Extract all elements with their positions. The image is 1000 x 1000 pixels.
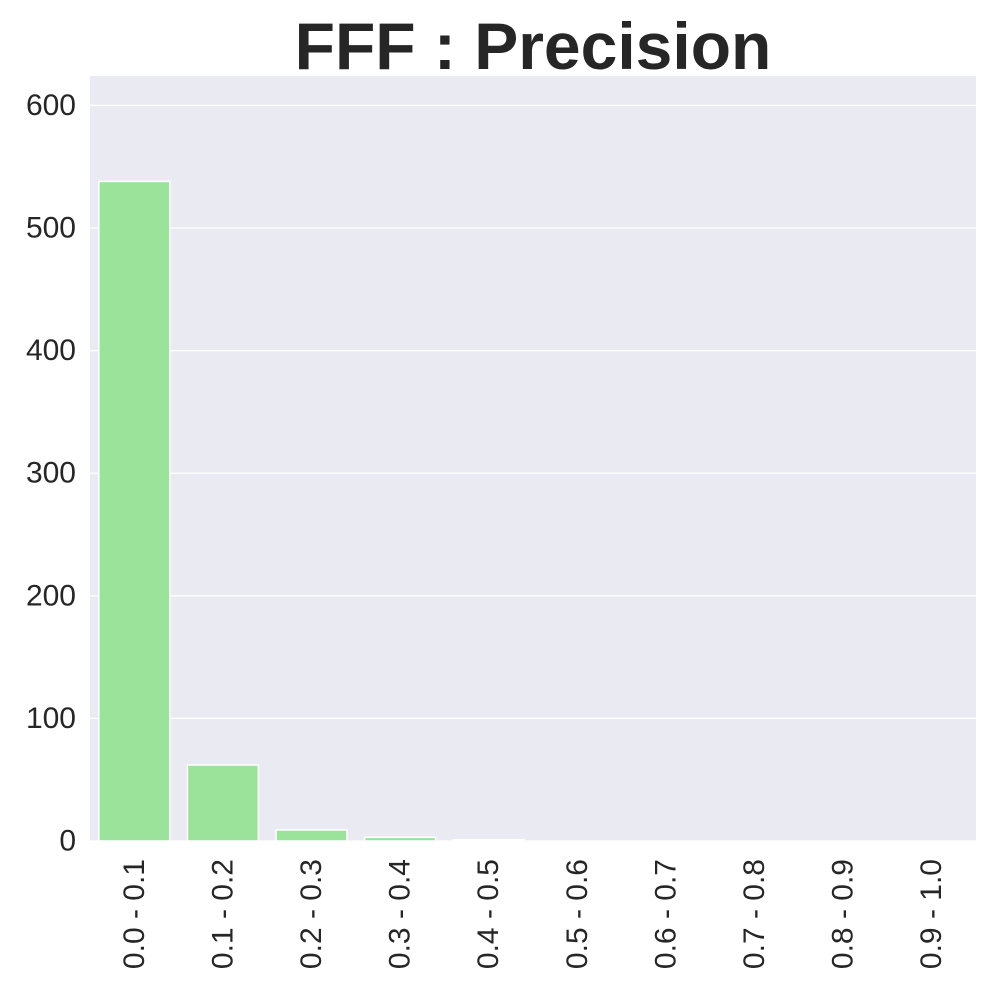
y-tick-label: 400 [26, 334, 76, 367]
x-tick-label: 0.5 - 0.6 [561, 859, 594, 969]
bars [98, 180, 525, 842]
x-tick-label: 0.6 - 0.7 [649, 859, 682, 969]
y-tick-labels: 0 100 200 300 400 500 600 [26, 89, 76, 858]
x-tick-label: 0.7 - 0.8 [738, 859, 771, 969]
x-tick-labels: 0.0 - 0.1 0.1 - 0.2 0.2 - 0.3 0.3 - 0.4 0.4 … [118, 859, 948, 969]
bar [363, 836, 437, 842]
y-tick-label: 100 [26, 702, 76, 735]
x-tick-label: 0.3 - 0.4 [384, 859, 417, 969]
x-tick-label: 0.4 - 0.5 [472, 859, 505, 969]
plot-background [90, 76, 976, 841]
bar [452, 839, 525, 842]
x-tick-label: 0.0 - 0.1 [118, 859, 151, 969]
y-tick-label: 300 [26, 457, 76, 490]
x-tick-label: 0.8 - 0.9 [827, 859, 860, 969]
chart-title: FFF : Precision [294, 9, 772, 83]
x-tick-label: 0.1 - 0.2 [206, 859, 239, 969]
bar [98, 180, 171, 842]
y-tick-label: 500 [26, 212, 76, 245]
bar [186, 764, 260, 842]
y-tick-label: 0 [59, 825, 76, 858]
x-tick-label: 0.9 - 1.0 [915, 859, 948, 969]
y-tick-label: 200 [26, 579, 76, 612]
x-tick-label: 0.2 - 0.3 [295, 859, 328, 969]
y-tick-label: 600 [26, 89, 76, 122]
bar [275, 829, 348, 842]
